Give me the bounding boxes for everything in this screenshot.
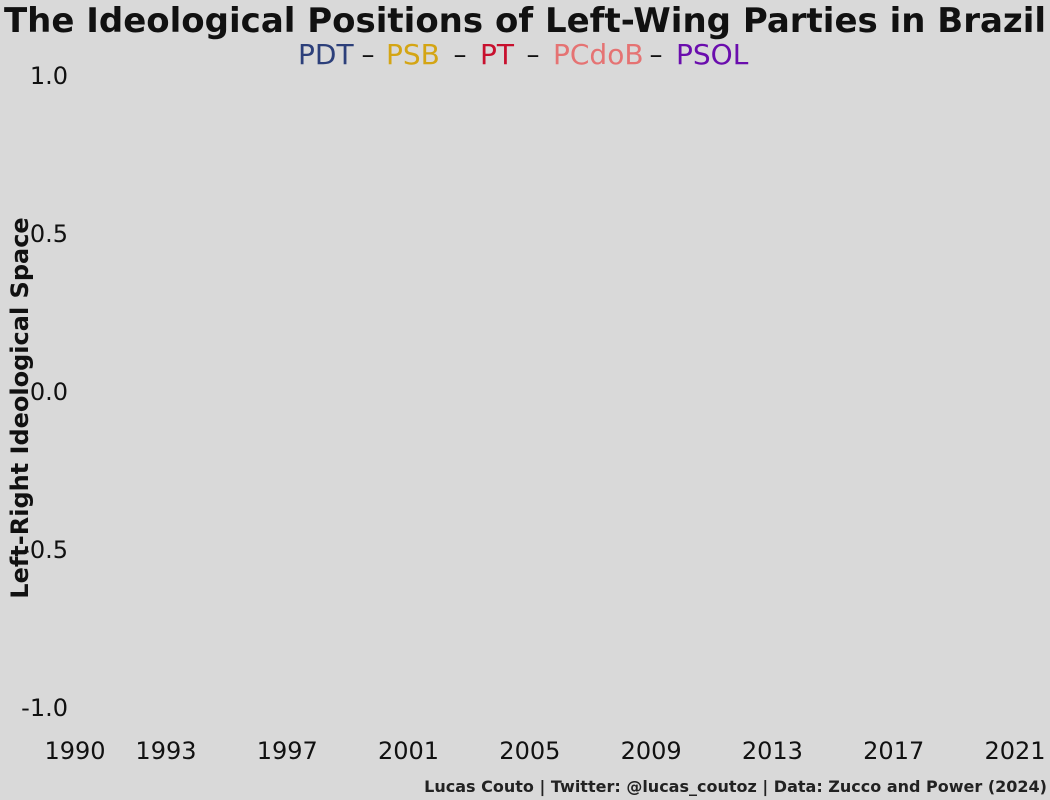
x-tick-label: 2005 — [499, 737, 560, 765]
x-tick-label: 1993 — [135, 737, 196, 765]
y-axis-ticks: 1.0 0.5 0.0 -0.5 -1.0 — [21, 62, 68, 722]
x-tick-label: 1990 — [44, 737, 105, 765]
legend-item: PDT — [298, 38, 354, 71]
y-axis-label: Left-Right Ideological Space — [6, 217, 34, 598]
y-tick-label: -1.0 — [21, 694, 68, 722]
chart-title: The Ideological Positions of Left-Wing P… — [4, 1, 1046, 41]
x-tick-label: 2001 — [378, 737, 439, 765]
chart-caption: Lucas Couto | Twitter: @lucas_coutoz | D… — [424, 777, 1047, 797]
y-tick-label: 1.0 — [30, 62, 68, 90]
legend-separator: – — [362, 40, 375, 70]
y-tick-label: 0.5 — [30, 220, 68, 248]
y-tick-label: 0.0 — [30, 378, 68, 406]
x-tick-label: 1997 — [257, 737, 318, 765]
legend-separator: – — [454, 40, 467, 70]
legend-separator: – — [650, 40, 663, 70]
x-axis-ticks: 1990 1993 1997 2001 2005 2009 2013 2017 2021 — [44, 737, 1045, 765]
x-tick-label: 2021 — [984, 737, 1045, 765]
x-tick-label: 2009 — [621, 737, 682, 765]
chart-legend: PDT – PSB – PT – PCdoB – PSOL — [298, 38, 749, 71]
legend-item: PSOL — [676, 38, 749, 71]
legend-separator: – — [527, 40, 540, 70]
legend-item: PSB — [386, 38, 440, 71]
legend-item: PCdoB — [553, 38, 644, 71]
y-tick-label: -0.5 — [21, 536, 68, 564]
x-tick-label: 2017 — [863, 737, 924, 765]
legend-item: PT — [480, 38, 515, 71]
x-tick-label: 2013 — [742, 737, 803, 765]
